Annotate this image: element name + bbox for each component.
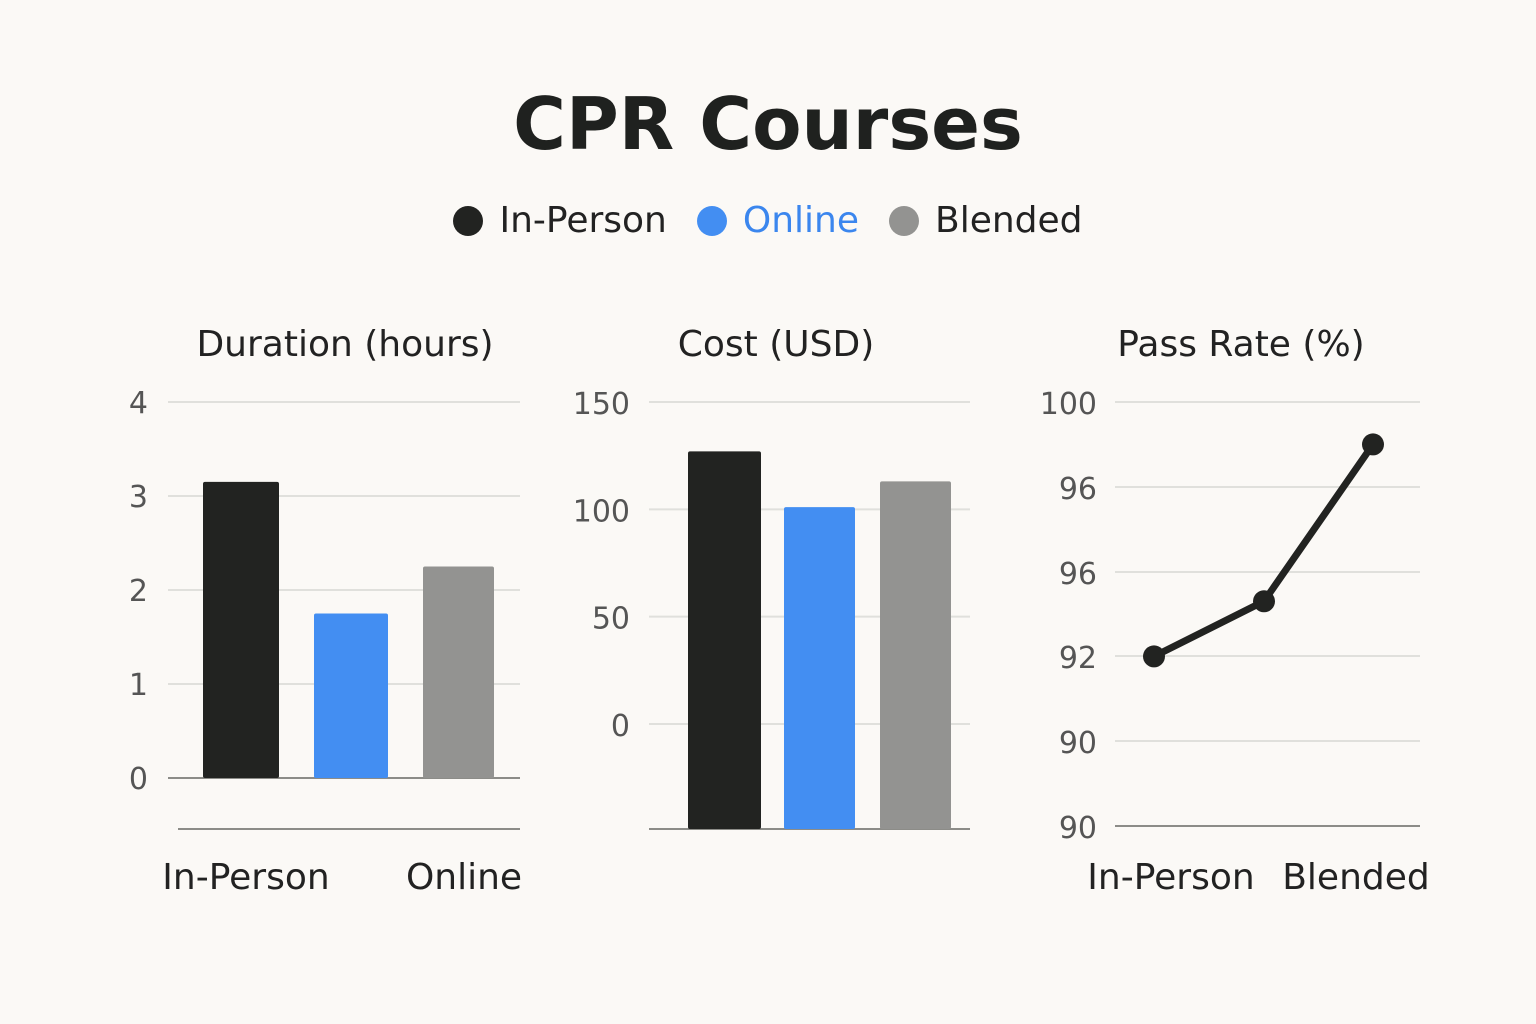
y-tick-label: 150 xyxy=(573,387,630,422)
y-tick-label: 96 xyxy=(1059,557,1097,592)
bar-online xyxy=(784,507,855,829)
legend-label: In-Person xyxy=(499,200,667,241)
legend-label: Online xyxy=(742,200,859,241)
bar-blended xyxy=(880,481,951,829)
bar-in-person xyxy=(688,451,761,829)
y-tick-label: 90 xyxy=(1059,811,1097,846)
bar-online xyxy=(314,613,388,778)
y-tick-label: 90 xyxy=(1059,726,1097,761)
series-line xyxy=(1152,442,1376,660)
point-online xyxy=(1253,590,1275,613)
bar-blended xyxy=(423,566,494,778)
y-tick-label: 92 xyxy=(1059,641,1097,676)
y-tick-label: 96 xyxy=(1059,472,1097,507)
legend-item-online: Online xyxy=(696,200,859,241)
point-in-person xyxy=(1143,645,1165,668)
y-tick-label: 50 xyxy=(592,602,630,637)
x-tick-label: Online xyxy=(406,857,522,898)
y-tick-label: 100 xyxy=(573,494,630,529)
y-tick-label: 1 xyxy=(129,668,148,703)
legend-swatch xyxy=(453,205,484,236)
x-tick-label: In-Person xyxy=(162,857,329,898)
y-tick-label: 0 xyxy=(129,762,148,797)
bar-in-person xyxy=(203,481,279,778)
legend-item-in-person: In-Person xyxy=(453,200,667,241)
duration-chart: Duration (hours) 0 1 2 3 4 In-Person Online xyxy=(129,324,522,898)
chart-title: CPR Courses xyxy=(513,82,1023,166)
y-tick-label: 3 xyxy=(129,480,148,515)
point-blended xyxy=(1362,433,1384,456)
legend-swatch xyxy=(889,205,919,236)
legend-swatch xyxy=(696,205,727,236)
panel-title: Pass Rate (%) xyxy=(1117,324,1364,365)
x-tick-label: Blended xyxy=(1282,857,1430,898)
pass-rate-chart: Pass Rate (%) 100 96 96 92 90 90 In-Person Blend… xyxy=(1040,324,1430,898)
legend-label: Blended xyxy=(935,200,1083,241)
x-tick-label: In-Person xyxy=(1087,857,1254,898)
y-tick-label: 0 xyxy=(611,709,630,744)
y-tick-label: 100 xyxy=(1040,387,1097,422)
legend-item-blended: Blended xyxy=(889,200,1083,241)
panel-title: Cost (USD) xyxy=(678,324,875,365)
legend: In-Person Online Blended xyxy=(0,200,1536,241)
y-tick-label: 4 xyxy=(129,386,148,421)
y-tick-label: 2 xyxy=(129,574,148,609)
cost-chart: Cost (USD) 0 50 100 150 xyxy=(573,324,970,830)
panel-title: Duration (hours) xyxy=(196,324,493,365)
